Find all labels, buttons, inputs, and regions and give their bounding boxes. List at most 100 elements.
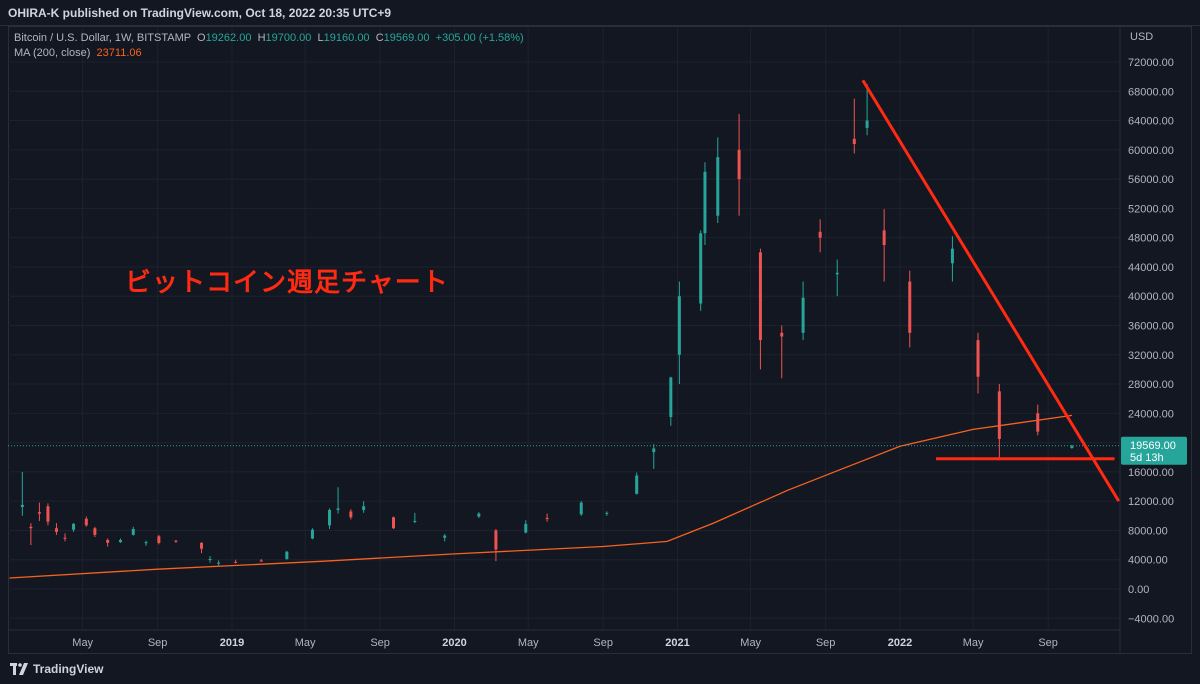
candle-body bbox=[737, 149, 741, 180]
candle-body bbox=[780, 332, 784, 337]
candle-body bbox=[835, 272, 839, 275]
candle-body bbox=[950, 248, 954, 264]
candle-body bbox=[677, 296, 681, 355]
candle-body bbox=[131, 528, 135, 535]
candle-body bbox=[976, 340, 980, 377]
price-axis-currency: USD bbox=[1130, 31, 1153, 43]
candle-body bbox=[579, 502, 583, 515]
candle-body bbox=[54, 528, 58, 532]
price-tick-label: 8000.00 bbox=[1128, 525, 1168, 537]
candle-body bbox=[285, 551, 289, 559]
candle-body bbox=[144, 542, 148, 544]
candle-body bbox=[63, 537, 67, 539]
price-tick-label: 0.00 bbox=[1128, 584, 1149, 596]
publish-bar: OHIRA-K published on TradingView.com, Oc… bbox=[0, 0, 1200, 26]
price-tick-label: 60000.00 bbox=[1128, 145, 1174, 157]
price-tick-label: 72000.00 bbox=[1128, 57, 1174, 69]
candle-body bbox=[524, 523, 528, 533]
price-tick-label: 4000.00 bbox=[1128, 555, 1168, 567]
candle-body bbox=[818, 231, 822, 238]
time-tick-label: 2019 bbox=[220, 637, 244, 649]
price-tick-label: 12000.00 bbox=[1128, 496, 1174, 508]
candle-body bbox=[652, 448, 656, 453]
candle-body bbox=[494, 530, 498, 550]
time-tick-label: Sep bbox=[593, 637, 613, 649]
tradingview-logo[interactable]: TradingView bbox=[10, 662, 103, 676]
time-tick-label: Sep bbox=[370, 637, 390, 649]
candle-body bbox=[259, 560, 263, 562]
candle-body bbox=[605, 512, 609, 514]
candle-body bbox=[635, 475, 639, 494]
price-tick-label: 28000.00 bbox=[1128, 379, 1174, 391]
candle-body bbox=[852, 138, 856, 144]
candle-body bbox=[37, 512, 41, 514]
candle-body bbox=[443, 535, 447, 538]
last-price-tag-value: 19569.00 bbox=[1130, 440, 1176, 452]
candle-body bbox=[716, 157, 720, 216]
chart-legend: Bitcoin / U.S. Dollar, 1W, BITSTAMP O192… bbox=[14, 31, 524, 61]
time-tick-label: Sep bbox=[1038, 637, 1058, 649]
time-tick-label: Sep bbox=[816, 637, 836, 649]
candle-body bbox=[328, 509, 332, 526]
time-tick-label: 2020 bbox=[442, 637, 466, 649]
candle-body bbox=[234, 561, 238, 563]
candle-body bbox=[865, 120, 869, 128]
chart-annotation-text: ビットコイン週足チャート bbox=[125, 267, 449, 297]
candle-body bbox=[908, 281, 912, 333]
legend-high-label: H bbox=[257, 32, 266, 44]
price-tick-label: 44000.00 bbox=[1128, 262, 1174, 274]
legend-ma-row: MA (200, close) 23711.06 bbox=[14, 46, 524, 61]
candle-body bbox=[174, 540, 178, 542]
legend-change: +305.00 (+1.58%) bbox=[435, 32, 524, 44]
publisher-info: OHIRA-K published on TradingView.com, Oc… bbox=[8, 6, 392, 20]
candle-body bbox=[29, 526, 33, 529]
time-tick-label: May bbox=[518, 637, 539, 649]
price-tick-label: 40000.00 bbox=[1128, 291, 1174, 303]
legend-ma-label: MA (200, close) bbox=[14, 47, 91, 59]
footer-brand: TradingView bbox=[33, 662, 104, 676]
candle-body bbox=[882, 230, 886, 245]
chart-frame[interactable] bbox=[8, 26, 1192, 654]
candle-body bbox=[1036, 413, 1040, 432]
candles bbox=[20, 83, 1074, 566]
price-tick-label: 36000.00 bbox=[1128, 321, 1174, 333]
candle-body bbox=[362, 506, 366, 510]
last-price-tag-countdown: 5d 13h bbox=[1130, 452, 1164, 464]
candle-body bbox=[669, 377, 673, 417]
price-tick-label: 48000.00 bbox=[1128, 233, 1174, 245]
candle-body bbox=[46, 506, 50, 522]
legend-symbol-row: Bitcoin / U.S. Dollar, 1W, BITSTAMP O192… bbox=[14, 31, 524, 46]
candle-body bbox=[20, 504, 24, 508]
time-tick-label: 2021 bbox=[665, 637, 689, 649]
legend-low-label: L bbox=[317, 32, 324, 44]
candle-body bbox=[703, 171, 707, 234]
candle-body bbox=[997, 391, 1001, 439]
time-tick-label: May bbox=[740, 637, 761, 649]
grid bbox=[8, 27, 1120, 630]
candle-body bbox=[72, 523, 76, 530]
price-tick-label: −4000.00 bbox=[1128, 613, 1174, 625]
tradingview-icon bbox=[10, 663, 28, 675]
last-price-tag-bg bbox=[1121, 436, 1187, 465]
candle-body bbox=[477, 513, 481, 517]
candle-body bbox=[349, 511, 353, 518]
legend-low: 19160.00 bbox=[323, 32, 370, 44]
price-tick-label: 56000.00 bbox=[1128, 174, 1174, 186]
candle-body bbox=[392, 517, 396, 529]
candle-body bbox=[200, 542, 204, 549]
time-axis: May Sep 2019 May Sep 2020 May Sep 2021 May Sep 2022… bbox=[8, 629, 1120, 649]
price-tick-label: 64000.00 bbox=[1128, 116, 1174, 128]
drawings bbox=[861, 79, 1121, 502]
candle-body bbox=[157, 536, 161, 543]
legend-high: 19700.00 bbox=[265, 32, 312, 44]
legend-close-label: C bbox=[375, 32, 384, 44]
footer-bar: TradingView bbox=[0, 654, 1200, 684]
price-axis: USD 72000.00 68000.00 64000.00 60000.00 56000… bbox=[1119, 27, 1174, 654]
legend-open-label: O bbox=[197, 32, 206, 44]
candle-body bbox=[84, 518, 88, 526]
candle-body bbox=[118, 539, 122, 543]
legend-close: 19569.00 bbox=[383, 32, 430, 44]
price-tick-label: 24000.00 bbox=[1128, 408, 1174, 420]
